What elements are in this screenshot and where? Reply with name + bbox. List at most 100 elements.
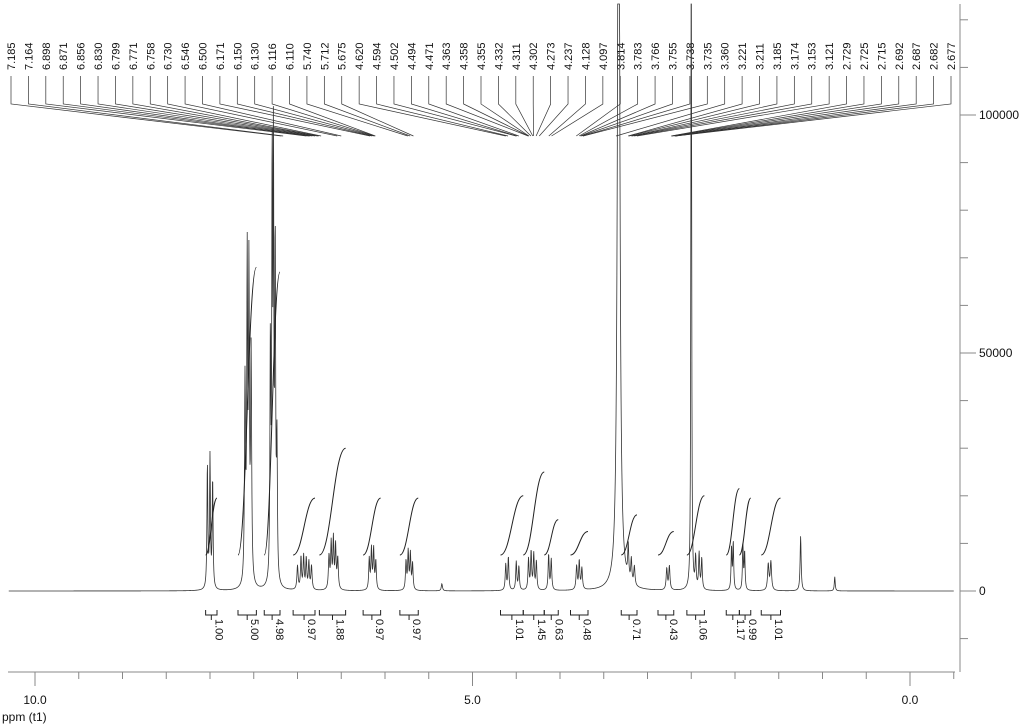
peak-label-leader	[202, 76, 342, 137]
peak-label-leader	[631, 76, 778, 137]
peak-label: 6.830	[93, 42, 105, 70]
peak-label-leader	[10, 76, 282, 137]
x-tick-label: 10.0	[23, 693, 47, 707]
peak-label-leader	[445, 76, 529, 137]
peak-label: 6.546	[180, 42, 192, 70]
integral-value-label: 1.06	[697, 619, 709, 640]
peak-label: 6.110	[285, 43, 297, 70]
peak-label: 6.856	[76, 42, 88, 70]
peak-label: 2.715	[876, 42, 888, 70]
integral-curve	[399, 497, 419, 556]
integral-curve	[620, 514, 638, 556]
peak-label-leader	[515, 76, 534, 137]
integral-value-label: 0.48	[580, 619, 592, 640]
peak-label-leader	[376, 76, 509, 137]
integral-curve-group	[205, 266, 781, 556]
peak-label-leader	[632, 76, 795, 137]
integral-curve	[292, 497, 316, 556]
peak-label-leader	[672, 76, 882, 137]
peak-label: 4.128	[580, 42, 592, 70]
integral-bracket	[237, 610, 257, 616]
integral-bracket	[543, 610, 559, 616]
peak-label-leader	[132, 76, 318, 137]
peak-label-leader	[480, 76, 530, 137]
peak-label: 6.130	[250, 42, 262, 70]
integral-value-label: 0.63	[552, 619, 564, 640]
integral-bracket	[318, 610, 347, 616]
peak-label: 3.735	[702, 42, 714, 70]
peak-label: 4.237	[563, 42, 575, 70]
peak-label: 6.799	[110, 42, 122, 70]
peak-label-leader	[80, 76, 311, 137]
integral-curve	[263, 271, 281, 556]
integral-bracket-group: 1.00 5.00 4.98 0.97 1.88 0.97 0.97 1.01 1.45 0.63…	[205, 610, 784, 640]
x-tick-label: 5.0	[464, 693, 481, 707]
integral-value-label: 0.71	[630, 619, 642, 640]
integral-curve	[362, 497, 382, 556]
integral-value-label: 5.00	[248, 619, 260, 640]
integral-bracket	[620, 610, 638, 616]
peak-label: 3.766	[650, 42, 662, 70]
integral-curve	[760, 497, 781, 556]
integral-curve	[686, 495, 705, 556]
integral-value-label: 0.43	[667, 619, 679, 640]
peak-label: 6.730	[163, 42, 175, 70]
x-axis: 10.0 5.0 0.0	[8, 671, 955, 707]
peak-label: 2.682	[929, 42, 941, 70]
integral-bracket	[362, 610, 382, 616]
peak-label-leader	[580, 76, 656, 137]
integral-value-label: 1.01	[772, 619, 784, 640]
peak-label: 6.500	[197, 42, 209, 70]
peak-label-leader	[636, 76, 830, 137]
peak-label-leader	[184, 76, 338, 137]
peak-label: 3.755	[667, 42, 679, 70]
peak-label-leader	[463, 76, 529, 137]
integral-curve	[725, 488, 740, 556]
peak-label-leader	[149, 76, 319, 137]
integral-bracket	[760, 610, 781, 616]
peak-label: 2.729	[842, 42, 854, 70]
peak-label-leader	[498, 76, 532, 137]
integral-bracket	[725, 610, 740, 616]
peak-label-leader	[578, 76, 639, 137]
peak-label-leader	[358, 76, 506, 137]
peak-label-leader-lines	[10, 76, 952, 137]
peak-label: 3.360	[720, 42, 732, 70]
y-tick-label: 0	[979, 584, 986, 598]
peak-label-leader	[115, 76, 316, 137]
peak-label: 3.153	[807, 42, 819, 70]
peak-label: 2.725	[859, 42, 871, 70]
peak-label: 4.302	[528, 42, 540, 70]
integral-bracket	[738, 610, 752, 616]
peak-label-leader	[551, 76, 604, 137]
peak-label-leader	[583, 76, 708, 137]
integral-bracket	[292, 610, 316, 616]
peak-label: 6.150	[232, 42, 244, 70]
peak-label: 2.677	[946, 42, 958, 70]
integral-bracket	[657, 610, 675, 616]
integral-curve	[205, 497, 218, 556]
peak-label-group: 7.185 7.164 6.898 6.871 6.856 6.830 6.799 6.771…	[6, 42, 958, 70]
x-tick-label: 0.0	[902, 693, 919, 707]
peak-label: 3.121	[824, 42, 836, 70]
peak-label: 2.692	[894, 42, 906, 70]
peak-label: 4.502	[389, 42, 401, 70]
integral-bracket	[686, 610, 705, 616]
integral-value-label: 1.00	[212, 619, 224, 640]
peak-label: 4.355	[476, 42, 488, 70]
peak-label: 2.687	[911, 42, 923, 70]
peak-label: 4.594	[372, 42, 384, 70]
integral-curve	[543, 519, 559, 556]
peak-label-leader	[271, 76, 375, 137]
integral-bracket	[205, 610, 218, 616]
spectrum-trace-group	[8, 3, 954, 592]
peak-label-leader	[341, 76, 414, 137]
integral-value-label: 4.98	[273, 619, 285, 640]
peak-label-leader	[254, 76, 374, 137]
x-axis-title: ppm (t1)	[2, 710, 47, 724]
peak-label-leader	[581, 76, 673, 137]
peak-label-leader	[323, 76, 411, 137]
integral-curve	[237, 266, 257, 556]
integral-value-label: 0.97	[410, 619, 422, 640]
